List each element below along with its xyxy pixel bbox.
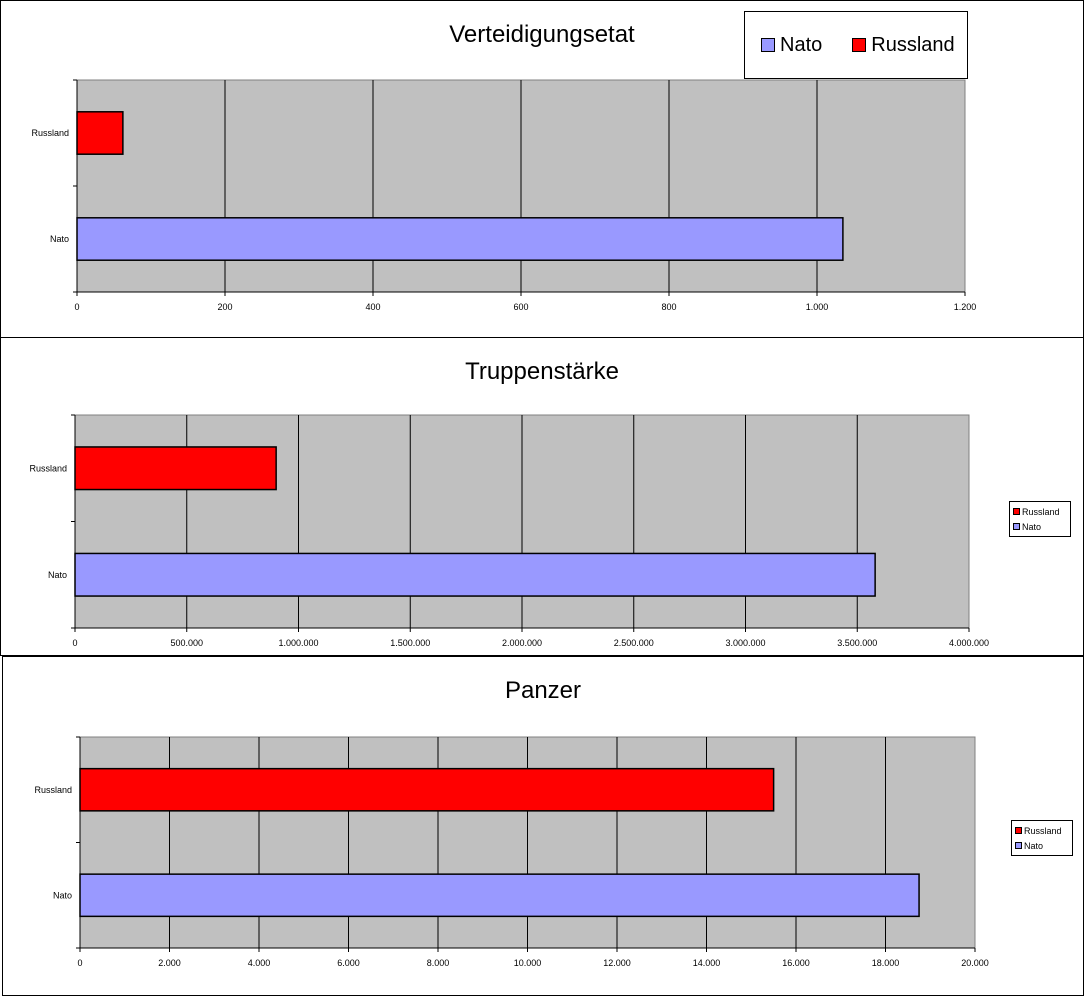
chart-panel-verteidigungsetat: Verteidigungsetat 0 200 400 600 800 1.000 1.20… (0, 0, 1084, 338)
legend-item-russland: Russland (1013, 507, 1067, 517)
x-tick-label: 0 (74, 302, 79, 312)
x-tick-label: 16.000 (782, 958, 810, 968)
legend-item-russland: Russland (1015, 826, 1069, 836)
x-tick-label: 0 (77, 958, 82, 968)
x-tick-label: 3.000.000 (725, 638, 765, 648)
bar-nato (74, 552, 876, 597)
legend-item-nato: Nato (1013, 522, 1067, 532)
bar-nato (79, 873, 920, 918)
x-tick-label: 8.000 (427, 958, 450, 968)
x-tick-label: 0 (72, 638, 77, 648)
x-tick-label: 4.000 (248, 958, 271, 968)
x-tick-label: 1.500.000 (390, 638, 430, 648)
y-category-label: Nato (48, 570, 67, 580)
y-category-label: Russland (34, 785, 72, 795)
legend-label-nato: Nato (1024, 840, 1044, 851)
legend-item-russland: Russland (852, 33, 955, 57)
y-category-label: Nato (53, 890, 72, 900)
x-tick-label: 500.000 (170, 638, 203, 648)
bar-russland (76, 111, 124, 155)
chart-title: Panzer (504, 677, 582, 704)
x-tick-label: 1.200 (954, 302, 977, 312)
x-tick-label: 10.000 (514, 958, 542, 968)
bar-nato (76, 217, 844, 261)
chart-title: Verteidigungsetat (449, 21, 635, 48)
chart-legend: Russland Nato (1011, 820, 1073, 856)
legend-label-nato: Nato (780, 33, 823, 56)
bar-russland (74, 446, 277, 491)
chart-panel-truppenstaerke: Truppenstärke 0 500.000 1.000.000 1.500.000… (0, 337, 1084, 656)
y-category-label: Nato (50, 234, 69, 244)
legend-swatch-nato (1013, 523, 1020, 530)
y-category-label: Russland (29, 463, 67, 473)
bar-russland (79, 767, 775, 812)
x-tick-label: 2.500.000 (614, 638, 654, 648)
x-tick-label: 2.000 (158, 958, 181, 968)
x-tick-label: 20.000 (961, 958, 989, 968)
x-tick-label: 3.500.000 (837, 638, 877, 648)
x-tick-label: 6.000 (337, 958, 360, 968)
x-tick-label: 12.000 (603, 958, 631, 968)
x-tick-label: 800 (661, 302, 676, 312)
legend-swatch-russland (1013, 508, 1020, 515)
legend-label-russland: Russland (1024, 825, 1062, 836)
x-tick-label: 2.000.000 (502, 638, 542, 648)
x-tick-label: 200 (217, 302, 232, 312)
x-tick-label: 400 (365, 302, 380, 312)
legend-label-russland: Russland (1022, 506, 1060, 517)
x-tick-label: 4.000.000 (949, 638, 989, 648)
legend-item-nato: Nato (1015, 841, 1069, 851)
legend-swatch-nato (1015, 842, 1022, 849)
legend-swatch-russland (1015, 827, 1022, 834)
chart-title: Truppenstärke (465, 358, 619, 385)
chart-svg: 0 500.000 1.000.000 1.500.000 2.000.000 2.500… (29, 414, 989, 648)
legend-swatch-russland (852, 38, 867, 52)
chart-svg: 0 200 400 600 800 1.000 1.200 Russland Nato (31, 79, 977, 312)
x-tick-label: 18.000 (872, 958, 900, 968)
y-category-label: Russland (31, 128, 69, 138)
x-tick-label: 14.000 (693, 958, 721, 968)
x-tick-label: 600 (513, 302, 528, 312)
chart-legend: Russland Nato (1009, 501, 1071, 537)
x-tick-label: 1.000 (806, 302, 829, 312)
chart-panel-panzer: Panzer 0 2.000 4.000 6.000 8.000 10.000 12.000… (2, 656, 1084, 996)
chart-legend: Nato Russland (744, 11, 968, 79)
chart-svg: 0 2.000 4.000 6.000 8.000 10.000 12.000 14.000 1… (34, 736, 989, 968)
legend-item-nato: Nato (761, 34, 822, 57)
legend-label-nato: Nato (1022, 521, 1042, 532)
x-tick-label: 1.000.000 (278, 638, 318, 648)
legend-label-russland: Russland (871, 33, 955, 56)
legend-swatch-nato (761, 38, 775, 52)
